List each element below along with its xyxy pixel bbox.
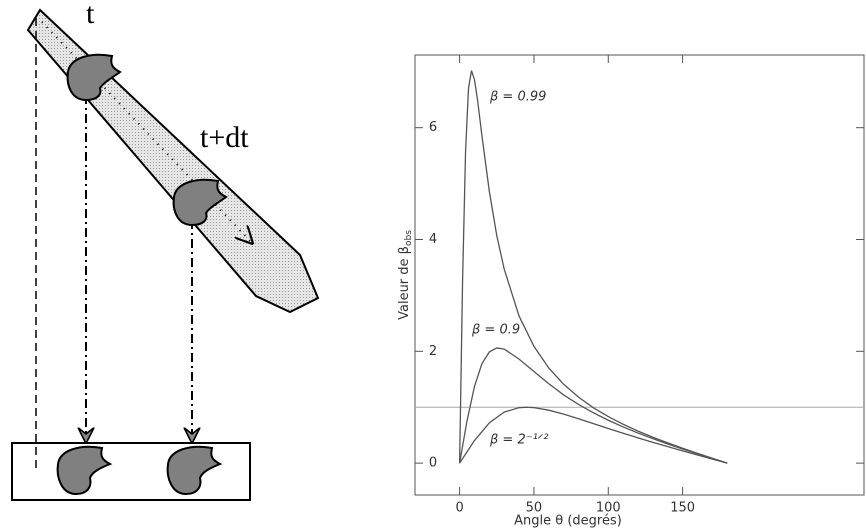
x-tick-label: 100 — [596, 501, 621, 516]
label-t: t — [86, 0, 95, 30]
y-axis-label-sub: obs — [404, 230, 414, 246]
y-tick-label: 0 — [429, 456, 437, 471]
screen — [11, 442, 251, 501]
label-t-dt: t+dt — [200, 121, 249, 154]
y-tick-label: 2 — [429, 344, 437, 359]
curve-label: β = 0.99 — [489, 90, 546, 105]
x-tick-label: 50 — [526, 501, 543, 516]
blob — [166, 445, 223, 496]
x-tick-label: 0 — [455, 501, 463, 516]
series-line — [458, 347, 728, 464]
x-axis-label: Angle θ (degrés) — [514, 514, 622, 529]
y-axis-label-main: Valeur de β — [397, 246, 412, 320]
series-line — [459, 406, 728, 464]
plot-frame — [414, 54, 865, 496]
x-tick-label: 150 — [670, 501, 695, 516]
curve-label: β = 2⁻¹ᐟ² — [489, 433, 549, 448]
diagram: t t+dt — [11, 0, 320, 501]
blob — [66, 53, 122, 102]
series-line — [458, 70, 728, 464]
y-tick-label: 4 — [429, 232, 437, 247]
curve-label: β = 0.9 — [471, 323, 520, 338]
y-tick-label: 6 — [429, 120, 437, 135]
jet — [26, 8, 320, 314]
blob — [172, 178, 228, 227]
y-axis-label: Valeur de βobs — [397, 230, 414, 320]
blob — [56, 445, 113, 496]
